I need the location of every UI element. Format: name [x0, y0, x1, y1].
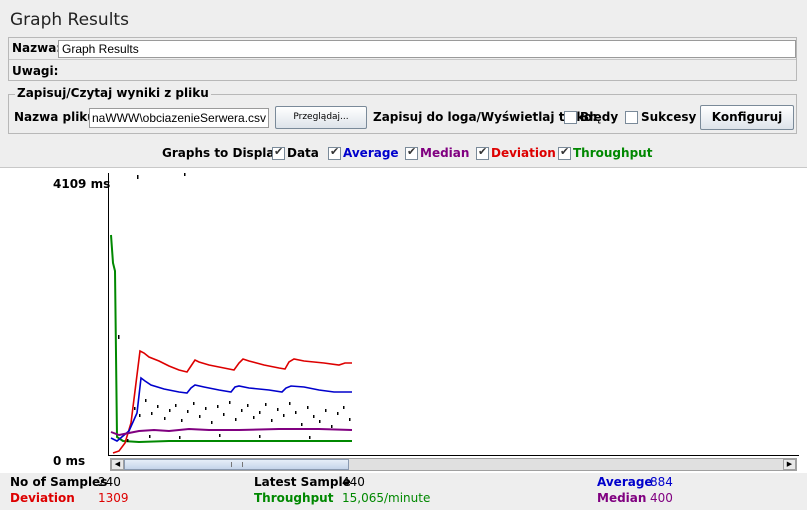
data-option-label: Data [287, 146, 319, 160]
throughput-line [110, 234, 352, 444]
throughput-label: Throughput [254, 491, 334, 505]
deviation-value: 1309 [98, 491, 129, 505]
graph-lines [110, 173, 353, 454]
filename-label: Nazwa pliku [14, 110, 96, 124]
graphs-to-display-label: Graphs to Display [162, 146, 282, 160]
graph-horizontal-scrollbar[interactable]: ◀ ▶ [110, 458, 797, 471]
throughput-checkbox[interactable] [558, 145, 571, 160]
file-panel: Zapisuj/Czytaj wyniki z pliku Nazwa plik… [8, 86, 797, 134]
average-value: 884 [650, 475, 673, 489]
samples-label: No of Samples [10, 475, 108, 489]
median-line [110, 427, 353, 437]
success-label: Sukcesy [641, 110, 697, 124]
data-checkbox[interactable] [272, 145, 285, 160]
scroll-right-button[interactable]: ▶ [783, 459, 796, 470]
average-option-label: Average [343, 146, 399, 160]
samples-value: 240 [98, 475, 121, 489]
deviation-option-label: Deviation [491, 146, 556, 160]
configure-button[interactable]: Konfiguruj [700, 105, 794, 130]
median-option-label: Median [420, 146, 470, 160]
deviation-line [112, 349, 352, 454]
errors-checkbox[interactable] [564, 111, 577, 124]
file-panel-legend: Zapisuj/Czytaj wyniki z pliku [15, 86, 211, 100]
errors-label: Błędy [580, 110, 619, 124]
comments-field[interactable] [58, 61, 793, 78]
latest-value: 440 [342, 475, 365, 489]
throughput-option-label: Throughput [573, 146, 653, 160]
graph-panel: 4109 ms 0 ms [0, 167, 807, 473]
scroll-left-button[interactable]: ◀ [111, 459, 124, 470]
latest-label: Latest Sample [254, 475, 351, 489]
scroll-thumb[interactable] [124, 459, 349, 470]
median-label: Median [597, 491, 647, 505]
average-line [110, 376, 352, 442]
deviation-checkbox[interactable] [476, 145, 489, 160]
name-label: Nazwa: [12, 41, 62, 55]
y-max-label: 4109 ms [53, 177, 111, 191]
graph-plot [108, 173, 799, 456]
average-label: Average [597, 475, 653, 489]
median-value: 400 [650, 491, 673, 505]
success-checkbox[interactable] [625, 111, 638, 124]
log-label: Zapisuj do loga/Wyświetlaj tylko: [373, 110, 598, 124]
name-field[interactable]: Graph Results [58, 40, 796, 58]
panel-title: Graph Results [10, 10, 129, 30]
median-checkbox[interactable] [405, 145, 418, 160]
browse-button[interactable]: Przeglądaj... [275, 106, 367, 129]
row-divider [9, 59, 796, 60]
y-min-label: 0 ms [53, 454, 86, 468]
throughput-value: 15,065/minute [342, 491, 431, 505]
filename-field[interactable]: naWWW\obciazenieSerwera.csv [89, 108, 269, 128]
deviation-label: Deviation [10, 491, 75, 505]
name-comments-panel: Nazwa: Graph Results Uwagi: [8, 37, 797, 81]
data-points [118, 173, 351, 442]
graphs-to-display-row: Graphs to Display Data Average Median De… [0, 145, 807, 162]
average-checkbox[interactable] [328, 145, 341, 160]
thumb-grip [231, 462, 243, 467]
comments-label: Uwagi: [12, 64, 59, 78]
